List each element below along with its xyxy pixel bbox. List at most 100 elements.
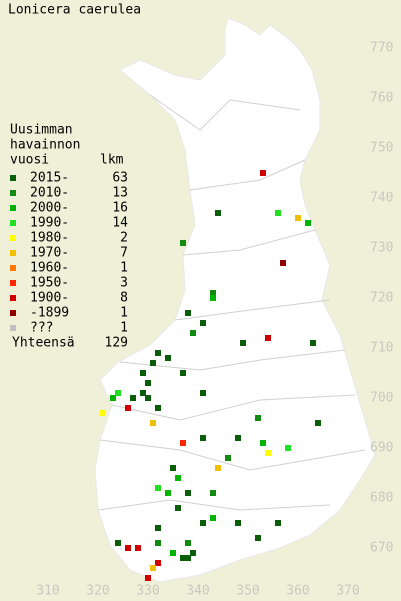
record [210,515,216,521]
record [185,555,191,561]
record [315,420,321,426]
record [180,440,186,446]
legend-swatch [10,205,16,211]
record [155,405,161,411]
record [185,310,191,316]
legend-count: 2 [120,231,128,246]
record [145,380,151,386]
record [155,525,161,531]
legend-label: 2010- [30,186,69,201]
x-axis-label: 350 [236,584,259,599]
record [180,240,186,246]
record [125,545,131,551]
legend-swatch [10,190,16,196]
record [240,340,246,346]
y-axis-label: 670 [370,541,393,556]
record [255,535,261,541]
region-borders [97,94,366,511]
legend-count-heading: lkm [100,153,124,168]
record [200,390,206,396]
legend-swatch [10,310,16,316]
records [100,170,321,581]
record [185,490,191,496]
record [150,565,156,571]
record [150,420,156,426]
y-axis-label: 710 [370,341,393,356]
record [275,210,281,216]
record [140,370,146,376]
record [175,475,181,481]
record [280,260,286,266]
record [140,390,146,396]
y-axis-label: 750 [370,141,393,156]
legend-label: 2000- [30,201,69,216]
record [265,450,271,456]
record [155,350,161,356]
legend-count: 63 [112,171,128,186]
x-axis-label: 330 [136,584,159,599]
legend-count: 1 [120,261,128,276]
x-axis-label: 310 [36,584,59,599]
record [295,215,301,221]
legend-label: 2015- [30,171,69,186]
legend-swatch [10,220,16,226]
y-axis-label: 730 [370,241,393,256]
record [155,485,161,491]
y-axis-label: 720 [370,291,393,306]
legend-swatch [10,235,16,241]
record [175,505,181,511]
record [180,555,186,561]
legend-count: 1 [120,321,128,336]
record [310,340,316,346]
record [225,455,231,461]
legend-label: 1950- [30,276,69,291]
x-axis-label: 340 [186,584,209,599]
record [150,360,156,366]
legend-count: 7 [120,246,128,261]
y-axis-label: 770 [370,41,393,56]
record [165,490,171,496]
record [130,395,136,401]
record [115,540,121,546]
record [170,550,176,556]
legend-swatch [10,265,16,271]
axes: 310 320 330 340 350 360 370 670 680 690 700 710 720 7… [36,41,393,599]
legend-swatch [10,325,16,331]
record [200,320,206,326]
legend-heading: Uusimman [10,123,73,138]
record [235,520,241,526]
record [260,170,266,176]
record [165,355,171,361]
legend-count: 8 [120,291,128,306]
record [115,390,121,396]
legend-label: ??? [30,321,53,336]
x-axis-label: 320 [86,584,109,599]
legend-count: 1 [120,306,128,321]
record [155,540,161,546]
record [135,545,141,551]
record [305,220,311,226]
record [200,435,206,441]
total-count: 129 [105,336,128,351]
legend-label: 1990- [30,216,69,231]
legend-label: 1980- [30,231,69,246]
title: Lonicera caerulea [8,3,141,18]
legend-swatch [10,280,16,286]
record [145,395,151,401]
record [210,290,216,296]
record [200,520,206,526]
record [235,435,241,441]
legend-swatch [10,250,16,256]
record [110,395,116,401]
record [145,575,151,581]
legend-heading: havainnon [10,138,80,153]
record [265,335,271,341]
record [210,490,216,496]
record [190,330,196,336]
legend-count: 3 [120,276,128,291]
y-axis-label: 680 [370,491,393,506]
y-axis-label: 700 [370,391,393,406]
y-axis-label: 690 [370,441,393,456]
record [285,445,291,451]
